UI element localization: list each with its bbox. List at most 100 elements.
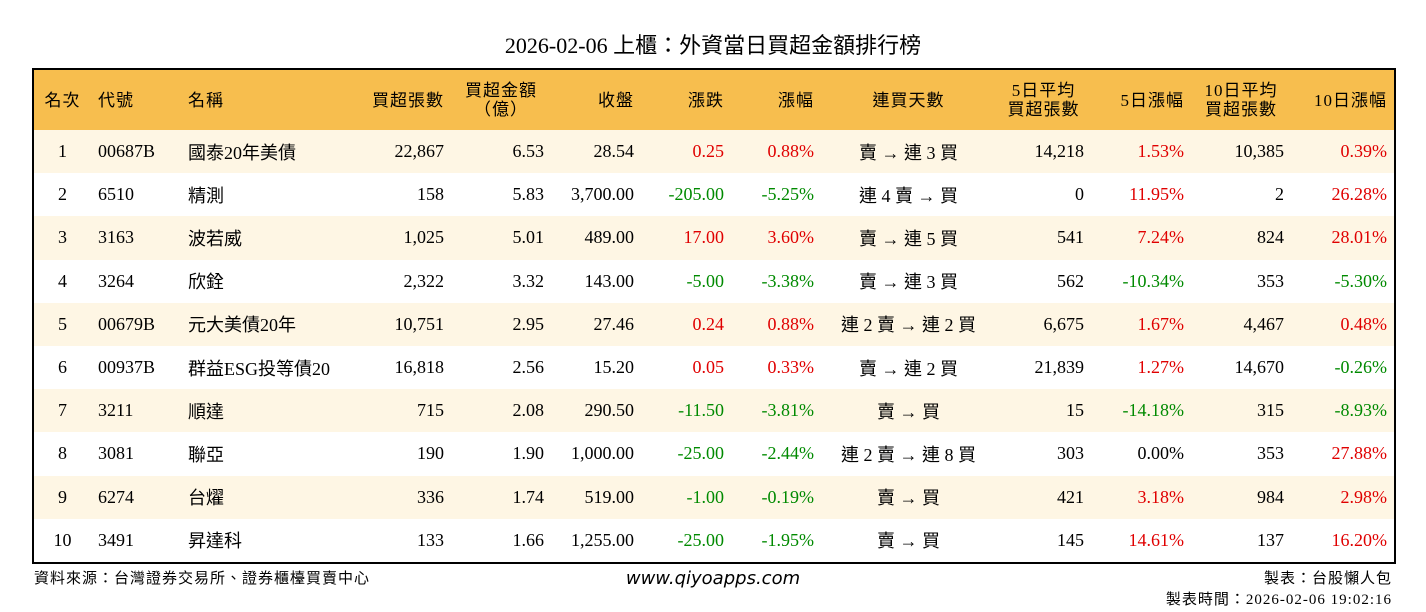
- table-cell: 519.00: [584, 486, 635, 507]
- table-cell: 0.48%: [1340, 313, 1388, 334]
- table-cell: -5.30%: [1334, 270, 1388, 291]
- table-cell: 00937B: [98, 357, 156, 378]
- table-cell: 群益ESG投等債20: [188, 358, 331, 379]
- table-cell: 14,670: [1234, 357, 1285, 378]
- header-row: 名次 代號 名稱 買超張數 買超金額 （億） 收盤 漲跌 漲幅 連買天數 5日平均 買超張數 5日漲…: [33, 69, 1395, 130]
- table-row: 4 3264 欣銓 2,322 3.32 143.00 -5.00 -3.38% 賣 → 連 3…: [33, 260, 1395, 303]
- table-cell: 賣 → 買: [877, 401, 940, 422]
- table-cell: 1.90: [512, 443, 545, 464]
- table-row: 7 3211 順達 715 2.08 290.50 -11.50 -3.81% 賣 → 買 15 -…: [33, 389, 1395, 433]
- ranking-table: 名次 代號 名稱 買超張數 買超金額 （億） 收盤 漲跌 漲幅 連買天數 5日平均 買超張數 5日漲…: [32, 68, 1396, 564]
- table-cell: 3163: [98, 227, 134, 248]
- table-cell: -25.00: [677, 529, 725, 550]
- table-cell: 0: [1075, 184, 1084, 205]
- table-cell: 17.00: [683, 227, 725, 248]
- table-cell: 0.39%: [1340, 141, 1388, 162]
- column-header: 代號: [91, 69, 181, 130]
- column-header: 10日平均 買超張數: [1191, 69, 1291, 130]
- column-header: 5日平均 買超張數: [996, 69, 1091, 130]
- table-row: 9 6274 台燿 336 1.74 519.00 -1.00 -0.19% 賣 → 買 421 3…: [33, 475, 1395, 519]
- table-cell: 6: [58, 357, 67, 378]
- column-header: 連買天數: [821, 69, 996, 130]
- url: www.qiyoapps.com: [625, 568, 801, 589]
- table-cell: 303: [1057, 443, 1084, 464]
- column-header: 名稱: [181, 69, 356, 130]
- table-cell: 1,000.00: [571, 443, 634, 464]
- table-cell: 00679B: [98, 313, 156, 334]
- table-cell: 14,218: [1034, 141, 1085, 162]
- table-cell: 3.60%: [767, 227, 815, 248]
- table-cell: 3264: [98, 270, 134, 291]
- table-cell: 10,385: [1234, 141, 1285, 162]
- table-cell: 3: [58, 227, 67, 248]
- table-cell: 21,839: [1034, 357, 1085, 378]
- table-cell: 541: [1057, 227, 1084, 248]
- table-cell: 562: [1057, 270, 1084, 291]
- table-cell: 1.67%: [1137, 313, 1185, 334]
- table-cell: 9: [58, 486, 67, 507]
- table-cell: 連 4 賣 → 買: [859, 185, 958, 206]
- table-cell: -0.26%: [1334, 357, 1388, 378]
- table-cell: 連 2 賣 → 連 8 買: [841, 444, 976, 465]
- table-cell: -8.93%: [1334, 400, 1388, 421]
- table-cell: 15.20: [593, 357, 635, 378]
- table-row: 2 6510 精測 158 5.83 3,700.00 -205.00 -5.25% 連 4 賣…: [33, 173, 1395, 216]
- table-cell: 連 2 賣 → 連 2 買: [841, 315, 976, 336]
- column-header: 漲幅: [731, 69, 821, 130]
- table-cell: 158: [417, 184, 444, 205]
- table-cell: 2,322: [403, 270, 445, 291]
- table-cell: 5.01: [512, 227, 545, 248]
- table-row: 1 00687B 國泰20年美債 22,867 6.53 28.54 0.25 0.88% 賣 …: [33, 130, 1395, 174]
- table-cell: 1: [58, 141, 67, 162]
- column-header: 名次: [33, 69, 91, 130]
- table-cell: 3.32: [512, 270, 545, 291]
- table-cell: 16.20%: [1331, 529, 1388, 550]
- table-cell: 2.95: [512, 313, 545, 334]
- table-cell: 4: [58, 270, 67, 291]
- made-time: 製表時間：2026-02-06 19:02:16: [1165, 592, 1392, 608]
- column-header: 買超金額 （億）: [451, 69, 551, 130]
- table-cell: 1,255.00: [571, 529, 634, 550]
- table-row: 6 00937B 群益ESG投等債20 16,818 2.56 15.20 0.05 0.33…: [33, 346, 1395, 389]
- table-cell: 133: [417, 529, 444, 550]
- table-cell: 3081: [98, 443, 134, 464]
- table-cell: 欣銓: [188, 272, 224, 293]
- table-cell: 290.50: [584, 400, 635, 421]
- table-row: 10 3491 昇達科 133 1.66 1,255.00 -25.00 -1.95% 賣 → …: [33, 519, 1395, 563]
- table-cell: 聯亞: [188, 444, 224, 465]
- table-cell: 3211: [98, 400, 134, 421]
- table-cell: 波若威: [188, 228, 242, 249]
- table-body: 1 00687B 國泰20年美債 22,867 6.53 28.54 0.25 0.88% 賣 …: [33, 130, 1395, 563]
- title: 2026-02-06 上櫃：外資當日買超金額排行榜: [504, 33, 922, 58]
- table-cell: 國泰20年美債: [188, 142, 296, 163]
- table-cell: 16,818: [394, 357, 445, 378]
- table-cell: 7: [58, 400, 67, 421]
- table-cell: 421: [1057, 486, 1084, 507]
- table-cell: 0.25: [692, 141, 725, 162]
- table-cell: 8: [58, 443, 67, 464]
- table-cell: 22,867: [394, 141, 445, 162]
- column-header: 買超張數: [356, 69, 451, 130]
- table-cell: -3.81%: [761, 400, 815, 421]
- table-cell: 0.33%: [767, 357, 815, 378]
- table-cell: 3.18%: [1137, 486, 1185, 507]
- table-cell: 0.05: [692, 357, 725, 378]
- table-cell: 精測: [188, 185, 224, 206]
- table-cell: 1.66: [512, 529, 545, 550]
- column-header: 收盤: [551, 69, 641, 130]
- table-cell: 27.46: [593, 313, 635, 334]
- table-cell: 0.24: [692, 313, 725, 334]
- table-cell: 143.00: [584, 270, 635, 291]
- table-cell: 0.88%: [767, 141, 815, 162]
- table-cell: 27.88%: [1331, 443, 1388, 464]
- table-cell: 6274: [98, 486, 134, 507]
- table-cell: 4,467: [1243, 313, 1285, 334]
- table-cell: 15: [1066, 400, 1084, 421]
- table-cell: 10,751: [394, 313, 445, 334]
- table-cell: 11.95%: [1129, 184, 1184, 205]
- table-cell: 489.00: [584, 227, 635, 248]
- table-cell: -0.19%: [761, 486, 815, 507]
- table-cell: -5.00: [686, 270, 725, 291]
- table-cell: 28.01%: [1331, 227, 1388, 248]
